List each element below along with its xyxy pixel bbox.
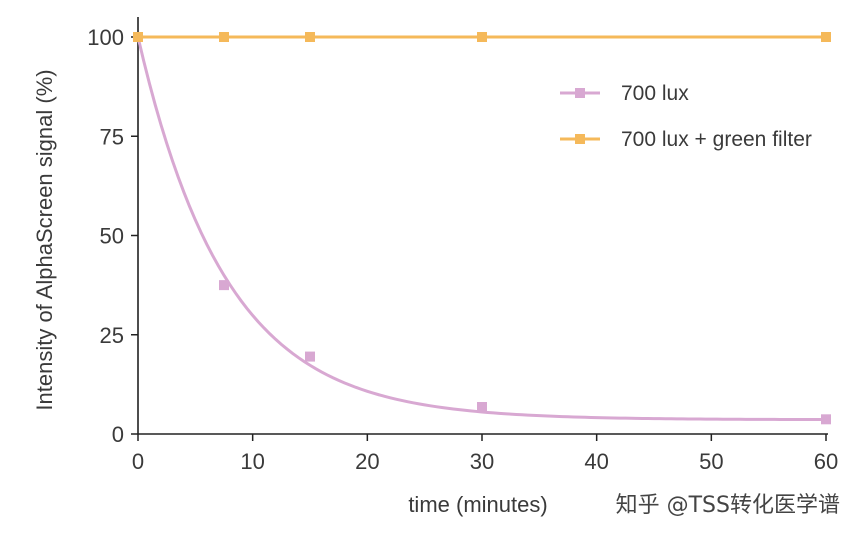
data-point-marker	[133, 32, 143, 42]
watermark-text: 知乎 @TSS转化医学谱	[616, 493, 840, 518]
x-tick-label: 20	[355, 449, 379, 474]
y-tick-label: 25	[100, 323, 124, 348]
y-tick-label: 75	[100, 124, 124, 149]
data-point-marker	[219, 32, 229, 42]
x-tick-label: 10	[240, 449, 264, 474]
legend-marker	[575, 88, 585, 98]
series-fit-curve	[136, 36, 827, 422]
data-point-marker	[219, 280, 229, 291]
x-tick-label: 40	[584, 449, 608, 474]
data-point-marker	[821, 414, 831, 425]
x-tick-label: 50	[699, 449, 723, 474]
y-axis-title: Intensity of AlphaScreen signal (%)	[32, 69, 57, 410]
legend-label: 700 lux + green filter	[621, 128, 812, 151]
data-point-marker	[821, 32, 831, 42]
x-ticks: 0 10 20 30 40 50 60	[132, 434, 838, 474]
x-tick-label: 0	[132, 449, 144, 474]
y-ticks: 0 25 50 75 100	[87, 25, 138, 447]
series-2	[133, 32, 831, 42]
x-axis-title: time (minutes)	[408, 492, 547, 517]
data-point-marker	[477, 32, 487, 42]
data-point-marker	[477, 402, 487, 413]
series-1	[136, 36, 831, 425]
legend-marker	[575, 134, 585, 144]
y-tick-label: 100	[87, 25, 124, 50]
axes	[137, 17, 828, 435]
legend-label: 700 lux	[621, 82, 689, 105]
series-layer	[133, 32, 831, 425]
data-point-marker	[305, 32, 315, 42]
legend: 700 lux 700 lux + green filter	[560, 82, 812, 151]
y-tick-label: 0	[112, 422, 124, 447]
y-tick-label: 50	[100, 224, 124, 249]
x-tick-label: 60	[814, 449, 838, 474]
x-tick-label: 30	[470, 449, 494, 474]
data-point-marker	[305, 351, 315, 362]
